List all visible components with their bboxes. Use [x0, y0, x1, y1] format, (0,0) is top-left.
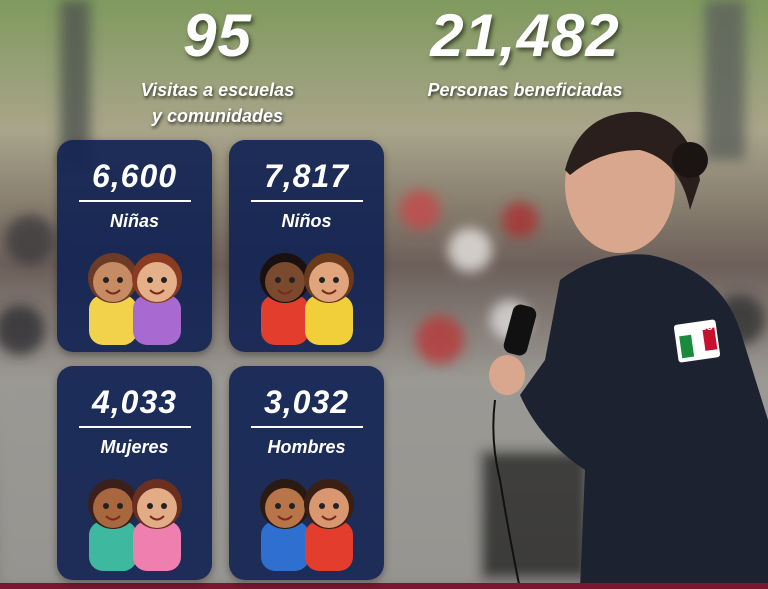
figure-part	[136, 262, 177, 302]
divider	[78, 426, 191, 428]
figure-part	[92, 262, 133, 302]
figure-part	[146, 277, 153, 283]
figure-part	[288, 503, 295, 509]
figure-part	[308, 262, 349, 302]
card-label: Niños	[281, 211, 332, 231]
card-label: Mujeres	[100, 437, 169, 457]
figure-part	[320, 515, 337, 521]
figure-part	[136, 488, 177, 528]
figure-part	[332, 503, 339, 509]
figure-part	[92, 488, 133, 528]
stat-card: 6,600 Niñas	[57, 140, 212, 352]
badge-text: MEXICO	[681, 323, 713, 332]
figure-part	[264, 488, 305, 528]
figure-part	[276, 289, 293, 295]
figure-part	[148, 515, 165, 521]
figure-part	[332, 277, 339, 283]
stat-number: 95	[183, 2, 252, 69]
stat-card: 3,032 Hombres	[229, 366, 384, 580]
card-number: 7,817	[263, 158, 350, 194]
card-label: Hombres	[267, 437, 346, 457]
figure-part	[318, 277, 325, 283]
divider	[250, 200, 363, 202]
figure-part	[104, 289, 121, 295]
figure-part	[116, 503, 123, 509]
figure-part	[274, 277, 281, 283]
figure-part	[260, 295, 309, 345]
figure-part	[146, 503, 153, 509]
figure-part	[308, 488, 349, 528]
figure-part	[260, 521, 309, 571]
illustration	[87, 253, 182, 345]
card-number: 6,600	[91, 158, 178, 194]
figure-part	[132, 521, 181, 571]
card-number: 3,032	[263, 384, 350, 420]
card-label: Niñas	[109, 211, 160, 231]
figure-part	[88, 521, 137, 571]
illustration	[259, 253, 354, 345]
figure-part	[304, 295, 353, 345]
card-number: 4,033	[91, 384, 178, 420]
stat-label: y comunidades	[151, 106, 284, 126]
figure-part	[116, 277, 123, 283]
officer: MEXICO	[489, 111, 768, 589]
figure-part	[318, 503, 325, 509]
figure-part	[102, 277, 109, 283]
figure-part	[132, 295, 181, 345]
figure-part	[88, 295, 137, 345]
divider	[250, 426, 363, 428]
figure-part	[276, 515, 293, 521]
stat-card: 7,817 Niños	[229, 140, 384, 352]
stat: 21,482 Personas beneficiadas	[390, 4, 660, 104]
stat-label: Visitas a escuelas	[140, 80, 295, 100]
figure-part	[304, 521, 353, 571]
divider	[78, 200, 191, 202]
stat-card: 4,033 Mujeres	[57, 366, 212, 580]
illustration	[259, 479, 354, 571]
stat-number: 21,482	[430, 2, 620, 69]
stat-label: Personas beneficiadas	[427, 80, 623, 100]
figure-part	[102, 503, 109, 509]
figure-part	[320, 289, 337, 295]
figure-part	[104, 515, 121, 521]
figure-part	[264, 262, 305, 302]
figure-part	[160, 503, 167, 509]
figure-part	[160, 277, 167, 283]
figure-part	[148, 289, 165, 295]
illustration	[87, 479, 182, 571]
figure-part	[274, 503, 281, 509]
stat: 95 Visitas a escuelas y comunidades	[110, 4, 325, 130]
figure-part	[288, 277, 295, 283]
